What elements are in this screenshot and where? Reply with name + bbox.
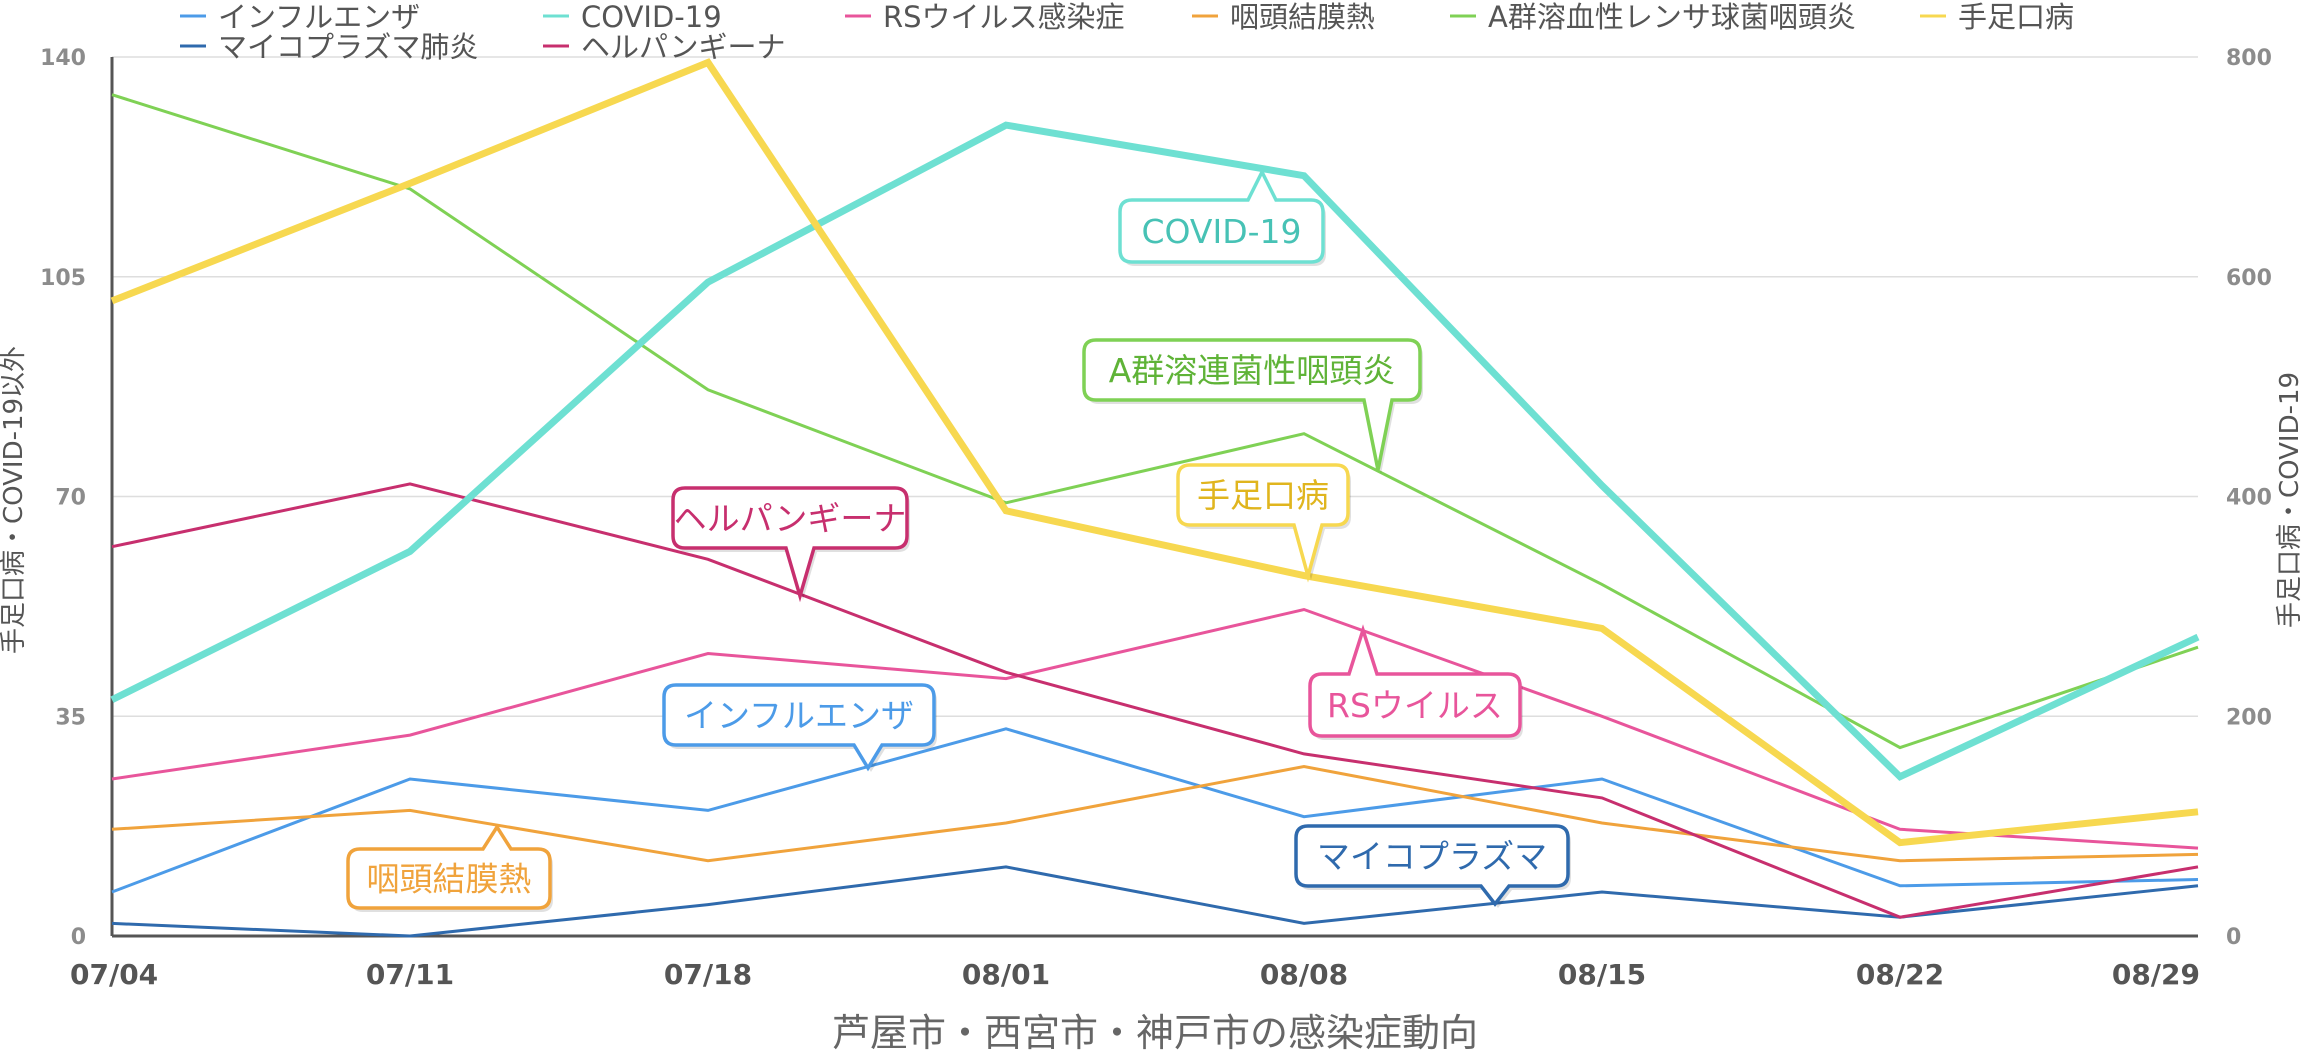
- legend-item[interactable]: インフルエンザ: [180, 0, 420, 34]
- callout-label: インフルエンザ: [684, 696, 914, 735]
- callout-box: [1308, 624, 1522, 738]
- callout-label: ヘルパンギーナ: [674, 499, 907, 538]
- legend-item[interactable]: A群溶血性レンサ球菌咽頭炎: [1450, 0, 1856, 34]
- grid-lines: [112, 56, 2198, 937]
- callout-label: マイコプラズマ: [1317, 837, 1547, 876]
- y-axis-left-title: 手足口病・COVID-19以外: [0, 346, 29, 654]
- callout-box: [1082, 338, 1422, 471]
- series-line: [111, 482, 2199, 919]
- axes: [110, 57, 2198, 938]
- y-tick-label-right: 200: [2226, 705, 2272, 730]
- series-line: [111, 727, 2199, 894]
- legend-label: 手足口病: [1958, 0, 2074, 34]
- y-tick-label-left: 140: [40, 46, 86, 71]
- callout-label: RSウイルス: [1327, 686, 1503, 725]
- callout-box: [671, 486, 909, 603]
- y-tick-label-right: 0: [2226, 925, 2241, 950]
- callout-label: 咽頭結膜熱: [367, 860, 532, 899]
- callout-box: [662, 683, 936, 772]
- series-line: [110, 121, 2200, 781]
- legend-item[interactable]: RSウイルス感染症: [845, 0, 1125, 34]
- callout-label: COVID-19: [1141, 212, 1301, 251]
- callout: 手足口病: [1176, 463, 1351, 583]
- y-axis-left-ticks: 0 35 70 105 140: [40, 46, 86, 950]
- x-tick-label: 08/22: [1856, 958, 1944, 991]
- series-line: [111, 865, 2199, 938]
- series-lines: [110, 58, 2200, 938]
- x-axis-ticks: 07/04 07/11 07/18 08/01 08/08 08/15 08/22 08/29: [70, 958, 2200, 991]
- y-tick-label-left: 35: [55, 705, 86, 730]
- legend-label: マイコプラズマ肺炎: [218, 30, 478, 64]
- callout: A群溶連菌性咽頭炎: [1082, 338, 1423, 474]
- y-axis-right-title: 手足口病・COVID-19: [2275, 372, 2305, 628]
- series-line: [111, 93, 2199, 750]
- y-axis-right-ticks: 0 200 400 600 800: [2226, 46, 2272, 950]
- callout: ヘルパンギーナ: [671, 486, 910, 603]
- y-tick-label-right: 800: [2226, 46, 2272, 71]
- x-tick-label: 07/18: [664, 958, 752, 991]
- legend-item[interactable]: COVID-19: [543, 0, 722, 34]
- callout-box: [1176, 463, 1350, 583]
- x-tick-label: 08/08: [1260, 958, 1348, 991]
- callout-box: [346, 823, 552, 910]
- callout-box: [1294, 824, 1570, 907]
- callout-box: [1118, 168, 1325, 264]
- x-tick-label: 07/11: [366, 958, 454, 991]
- y-tick-label-right: 600: [2226, 266, 2272, 291]
- callout: インフルエンザ: [662, 683, 937, 772]
- x-axis-title: 芦屋市・西宮市・神戸市の感染症動向: [832, 1011, 1478, 1055]
- x-tick-label: 08/29: [2112, 958, 2200, 991]
- callout-label: A群溶連菌性咽頭炎: [1109, 351, 1396, 390]
- callout-label: 手足口病: [1197, 476, 1329, 515]
- legend-label: ヘルパンギーナ: [581, 30, 785, 64]
- callout: COVID-19: [1118, 168, 1326, 266]
- y-tick-label-left: 0: [71, 925, 86, 950]
- x-tick-label: 08/01: [962, 958, 1050, 991]
- legend-label: A群溶血性レンサ球菌咽頭炎: [1488, 0, 1856, 34]
- callout: マイコプラズマ: [1294, 824, 1571, 908]
- legend-label: RSウイルス感染症: [883, 0, 1125, 34]
- legend-item[interactable]: ヘルパンギーナ: [543, 30, 785, 64]
- y-tick-label-right: 400: [2226, 486, 2272, 511]
- series-line: [110, 58, 2199, 847]
- legend-label: COVID-19: [581, 0, 722, 34]
- legend-label: インフルエンザ: [218, 0, 420, 34]
- y-tick-label-left: 70: [55, 486, 86, 511]
- x-tick-label: 08/15: [1558, 958, 1646, 991]
- legend[interactable]: インフルエンザ COVID-19 RSウイルス感染症 咽頭結膜熱 A群溶血性レンサ球菌咽…: [180, 0, 2074, 64]
- x-tick-label: 07/04: [70, 958, 158, 991]
- legend-label: 咽頭結膜熱: [1230, 0, 1375, 34]
- legend-item[interactable]: マイコプラズマ肺炎: [180, 30, 478, 64]
- legend-item[interactable]: 手足口病: [1920, 0, 2074, 34]
- y-tick-label-left: 105: [40, 266, 86, 291]
- legend-item[interactable]: 咽頭結膜熱: [1192, 0, 1375, 34]
- callout: RSウイルス: [1308, 624, 1523, 740]
- callout: 咽頭結膜熱: [346, 823, 553, 912]
- series-line: [111, 764, 2199, 863]
